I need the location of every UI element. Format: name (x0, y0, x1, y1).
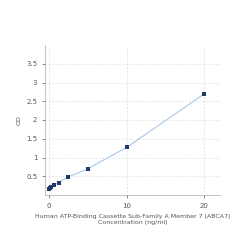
X-axis label: Human ATP-Binding Cassette Sub-Family A Member 7 (ABCA7)
Concentration (ng/ml): Human ATP-Binding Cassette Sub-Family A … (35, 214, 230, 225)
Point (86, 167, 90, 171)
Point (48, 186, 52, 190)
Point (56, 180, 60, 184)
Point (47, 188, 51, 192)
Point (48, 186, 52, 190)
Point (125, 145, 129, 149)
Point (66, 175, 70, 179)
Point (202, 92, 206, 96)
Point (49, 185, 53, 189)
Point (52, 183, 56, 187)
Y-axis label: OD: OD (17, 115, 22, 125)
